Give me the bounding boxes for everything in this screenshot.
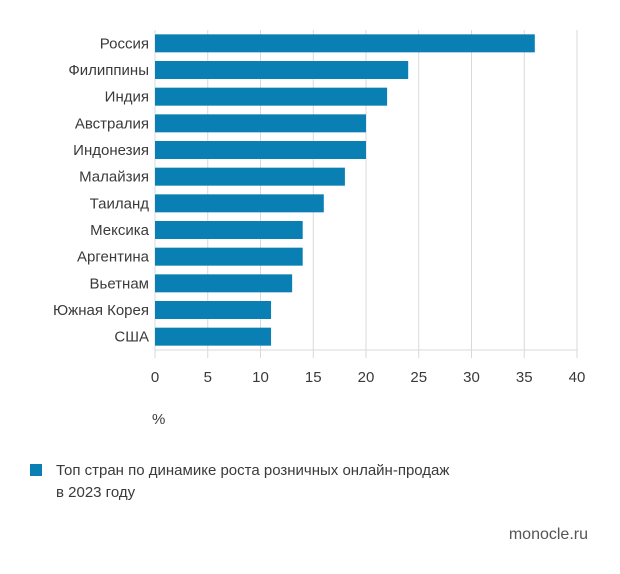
- category-label-1: Филиппины: [68, 62, 149, 79]
- x-tick-label-5: 5: [204, 369, 212, 386]
- bar-5: [155, 167, 345, 186]
- category-label-0: Россия: [100, 35, 149, 52]
- x-tick-label-25: 25: [410, 369, 427, 386]
- bar-9: [155, 274, 293, 293]
- category-label-7: Мексика: [90, 222, 150, 239]
- x-tick-label-40: 40: [569, 369, 586, 386]
- bar-6: [155, 194, 324, 213]
- chart: Россия Филиппины Индия Австралия Индонезия Ма…: [53, 30, 586, 386]
- category-label-11: США: [114, 329, 149, 346]
- x-tick-label-0: 0: [151, 369, 159, 386]
- x-axis-unit-label: %: [152, 411, 166, 428]
- category-label-6: Таиланд: [90, 195, 150, 212]
- category-label-2: Индия: [105, 89, 149, 106]
- bar-4: [155, 141, 366, 159]
- source-label: monocle.ru: [508, 526, 588, 543]
- legend-text: Топ стран по динамике роста розничных он…: [56, 462, 450, 501]
- category-label-3: Австралия: [75, 115, 149, 132]
- bar-2: [155, 87, 388, 106]
- bar-10: [155, 301, 272, 319]
- category-label-8: Аргентина: [77, 249, 150, 266]
- bar-3: [155, 114, 366, 133]
- category-label-5: Малайзия: [79, 169, 149, 186]
- category-label-4: Индонезия: [73, 142, 149, 159]
- category-label-10: Южная Корея: [53, 302, 149, 319]
- bar-7: [155, 221, 303, 239]
- legend: Топ стран по динамике роста розничных он…: [30, 460, 450, 504]
- x-tick-label-10: 10: [252, 369, 269, 386]
- bar-8: [155, 247, 303, 266]
- category-label-9: Вьетнам: [90, 275, 149, 292]
- bar-0: [155, 34, 535, 53]
- x-tick-label-35: 35: [516, 369, 533, 386]
- x-tick-label-20: 20: [358, 369, 375, 386]
- legend-swatch: [30, 464, 42, 476]
- x-tick-label-30: 30: [463, 369, 480, 386]
- x-tick-label-15: 15: [305, 369, 322, 386]
- bar-1: [155, 61, 409, 79]
- bar-11: [155, 327, 272, 346]
